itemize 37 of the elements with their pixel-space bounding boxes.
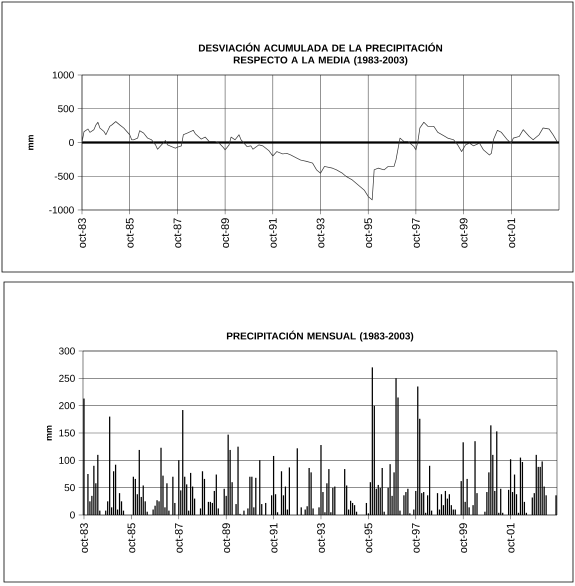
y-axis-title: mm [28, 135, 34, 150]
y-tick-label: 200 [59, 402, 75, 410]
x-tick-label: oct-87 [174, 218, 182, 248]
chart-title: DESVIACIÓN ACUMULADA DE LA PRECIPITACIÓN RESPECTO A LA MEDIA (1983-2003) [198, 42, 442, 66]
y-tick-label: 0 [69, 138, 74, 146]
x-tick-label: oct-99 [460, 218, 468, 248]
x-tick-label: oct-95 [364, 523, 372, 553]
chart-title: PRECIPITACIÓN MENSUAL (1983-2003) [226, 330, 414, 342]
line-series [82, 121, 558, 200]
x-tick-label: oct-91 [270, 523, 278, 553]
x-tick-label: oct-83 [80, 523, 88, 553]
y-tick-label: -500 [54, 172, 74, 180]
x-tick-label: oct-95 [364, 218, 372, 248]
x-tick-label: oct-87 [174, 523, 183, 553]
y-tick-label: 250 [59, 374, 75, 382]
y-tick-label: 100 [59, 456, 75, 464]
x-tick-label: oct-83 [78, 218, 86, 248]
x-tick-label: oct-85 [128, 523, 136, 553]
x-tick-label: oct-01 [507, 218, 516, 248]
y-axis-title: mm [46, 426, 52, 440]
x-tick-label: oct-97 [412, 218, 420, 248]
x-tick-label: oct-89 [222, 523, 230, 553]
y-tick-label: 0 [70, 511, 75, 519]
y-tick-label: -1000 [49, 206, 74, 214]
x-tick-label: oct-91 [268, 218, 277, 248]
y-tick-label: 300 [58, 347, 75, 355]
x-tick-label: oct-93 [316, 218, 324, 248]
y-tick-label: 150 [59, 429, 75, 437]
y-tick-label: 500 [58, 105, 74, 112]
x-tick-label: oct-89 [221, 218, 229, 248]
y-tick-label: 1000 [52, 71, 74, 79]
x-tick-label: oct-93 [317, 523, 325, 553]
y-tick-label: 50 [64, 484, 75, 492]
x-tick-label: oct-01 [506, 523, 514, 553]
x-tick-label: oct-85 [126, 218, 134, 248]
x-tick-label: oct-97 [412, 523, 420, 553]
x-tick-label: oct-99 [459, 523, 468, 553]
